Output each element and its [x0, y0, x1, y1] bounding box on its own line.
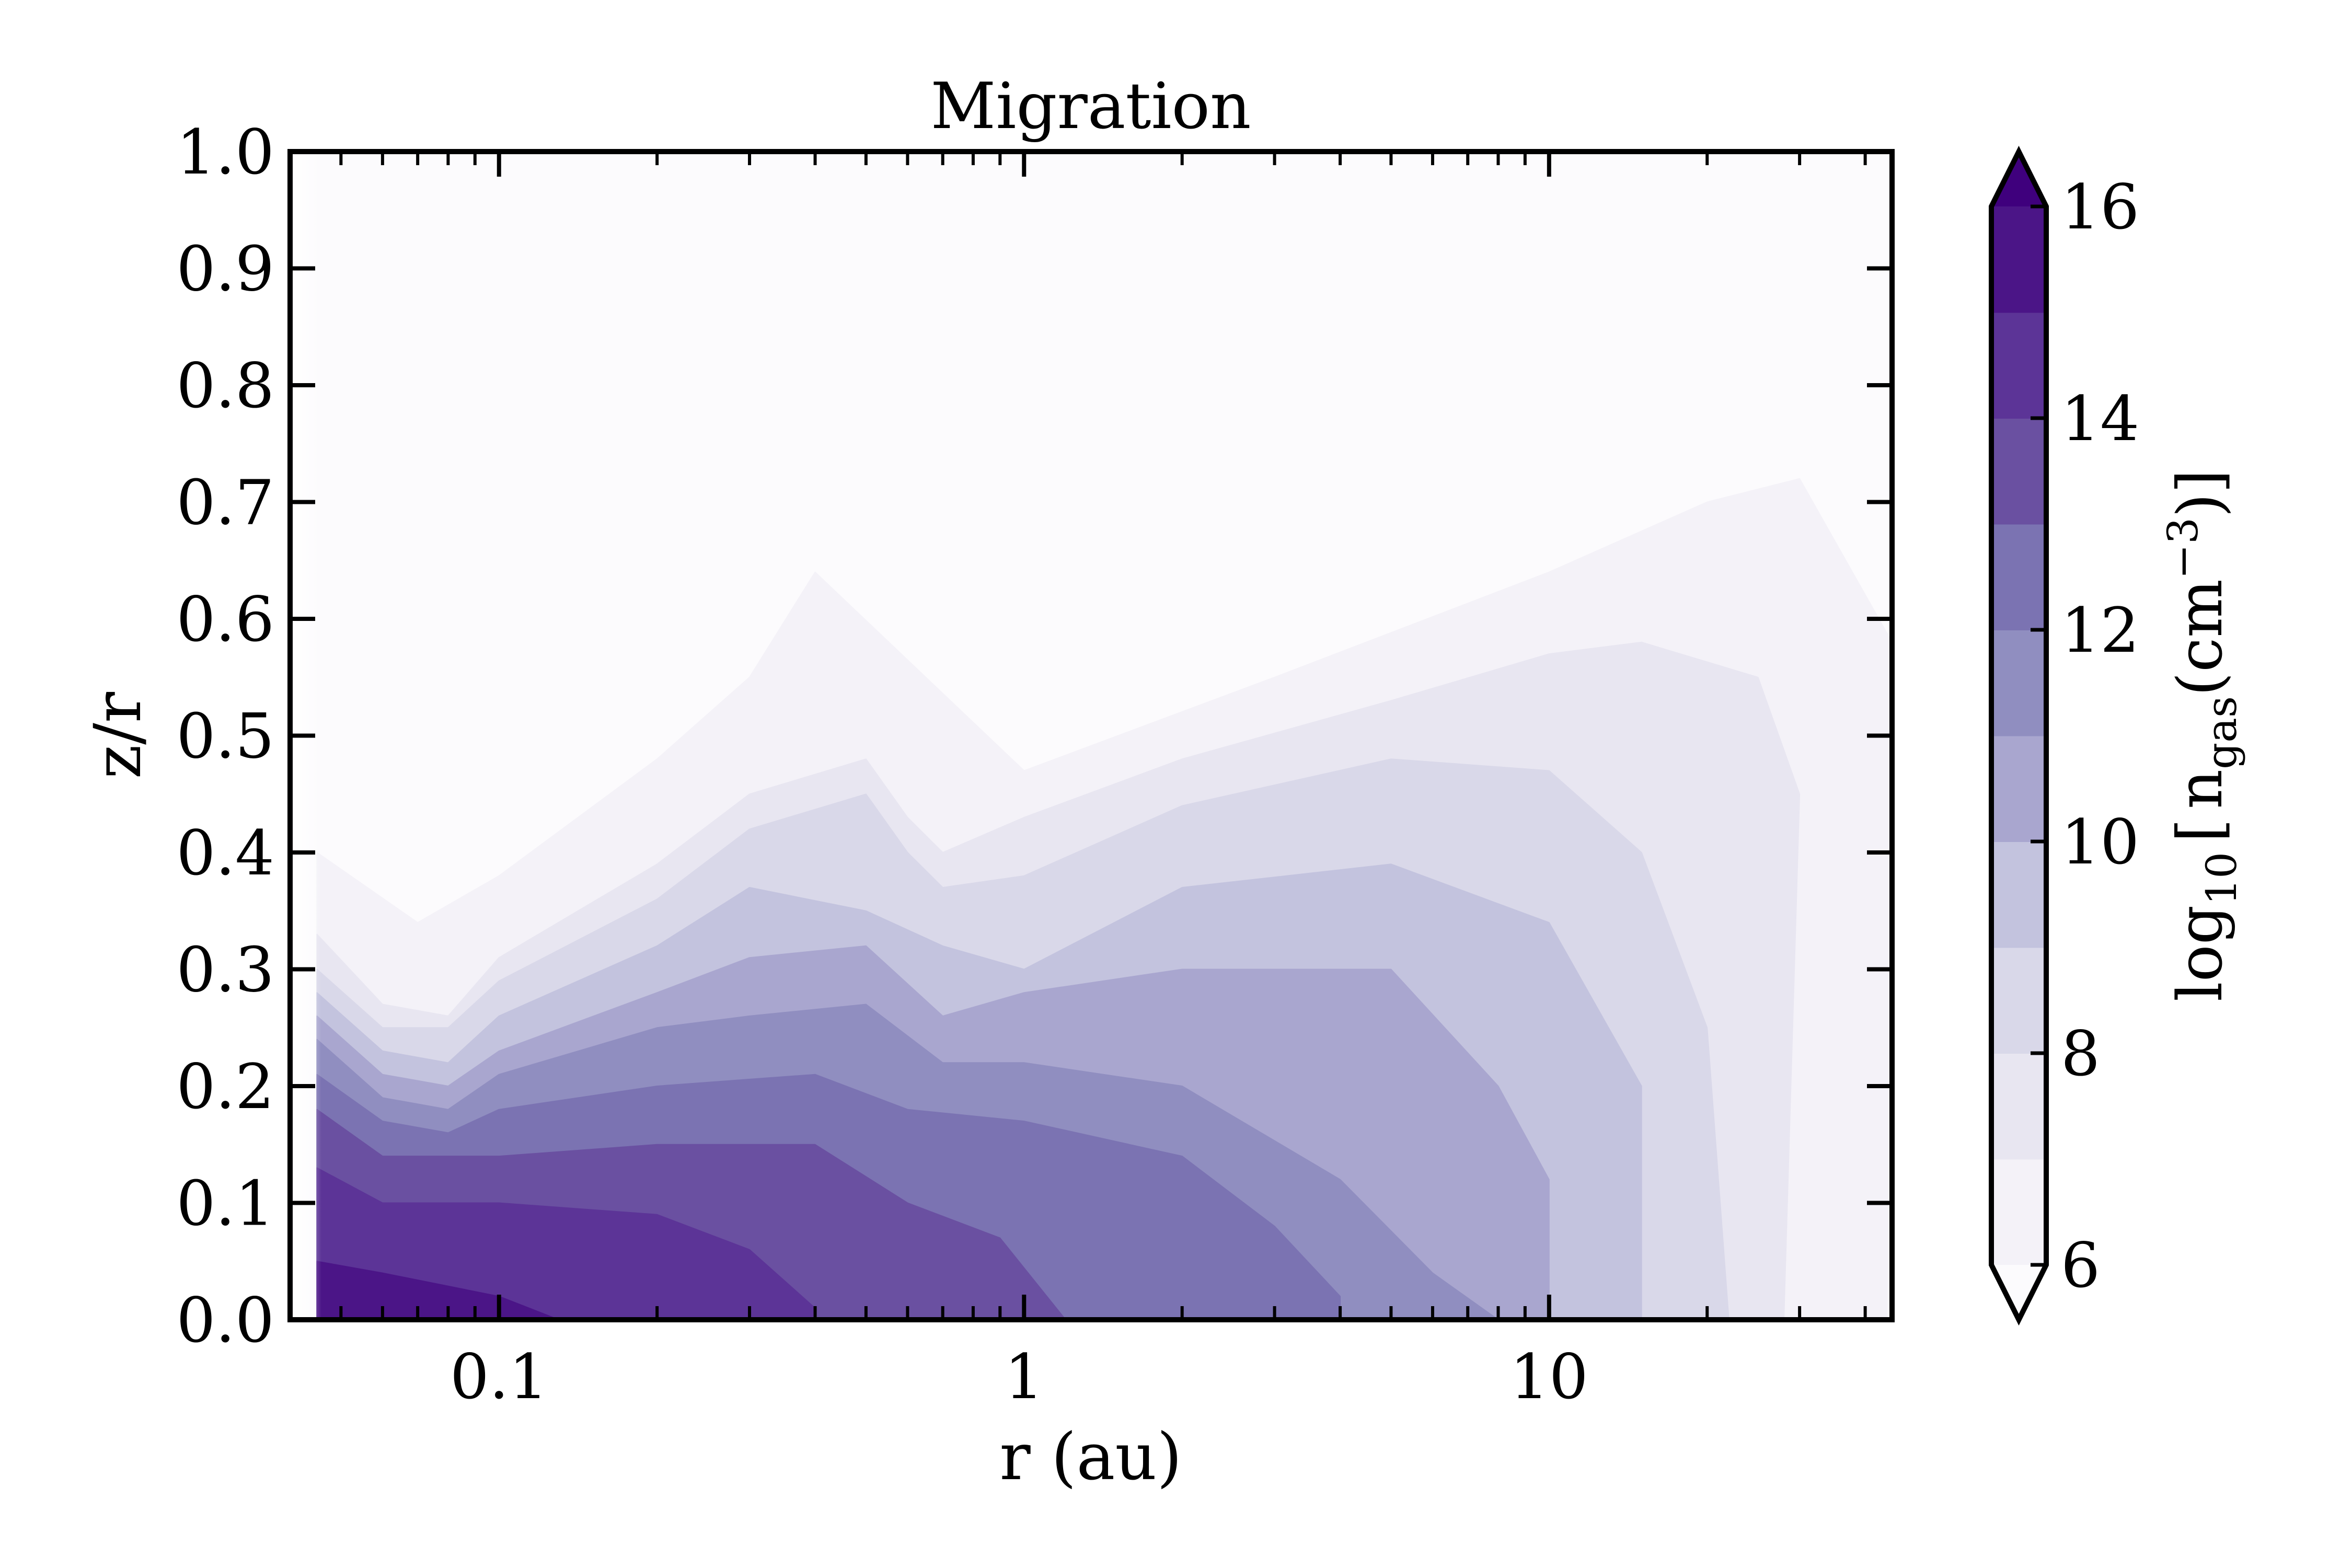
colorbar-tick-label: 12 [2061, 594, 2139, 666]
y-axis-label: z/r [80, 691, 156, 779]
colorbar-tick-label: 16 [2061, 171, 2139, 243]
x-tick-label: 1 [1005, 1341, 1044, 1413]
y-tick-label: 0.2 [176, 1051, 274, 1123]
colorbar-segment [1991, 206, 2046, 313]
x-tick-label: 0.1 [450, 1341, 548, 1413]
cbar-label-sub10: 10 [2197, 852, 2246, 905]
cbar-label-log: log [2164, 905, 2236, 1001]
y-tick-label: 0.8 [176, 350, 274, 422]
colorbar-segments [1991, 152, 2046, 1320]
colorbar-segment [1991, 1159, 2046, 1265]
cbar-label-n: n [2164, 769, 2236, 809]
colorbar-segment [1991, 312, 2046, 419]
y-tick-label: 0.4 [176, 817, 274, 889]
y-tick-label: 1.0 [176, 116, 274, 188]
contour-fill-layer [316, 478, 1892, 1320]
colorbar-tick-label: 8 [2061, 1018, 2100, 1090]
cbar-label-sub-gas: gas [2197, 696, 2246, 769]
colorbar-label: log10 [ ngas(cm−3)] [2159, 469, 2246, 1001]
y-tick-label: 0.7 [176, 467, 274, 539]
cbar-label-bracket: [ [2164, 818, 2236, 843]
y-tick-label: 0.6 [176, 583, 274, 655]
colorbar-segment [1991, 630, 2046, 736]
colorbar-tick-label: 14 [2061, 383, 2139, 455]
colorbar-segment [1991, 947, 2046, 1054]
y-axis-ticks: 0.0 0.1 0.2 0.3 0.4 0.5 0.6 0.7 0.8 0.9 1.0 [176, 116, 1892, 1356]
x-tick-label: 10 [1510, 1341, 1588, 1413]
y-tick-label: 0.0 [176, 1284, 274, 1356]
chart-title: Migration [930, 69, 1251, 143]
colorbar-extend-max [1991, 152, 2046, 206]
plot-area: 0.1 1 10 0.0 0.1 0.2 0.3 0.4 0.5 0.6 0.7 0.8 0.9 1.0 [176, 116, 1895, 1413]
colorbar-extend-min [1991, 1265, 2046, 1320]
colorbar-tick-label: 6 [2061, 1229, 2100, 1301]
cbar-label-unit: (cm [2164, 579, 2236, 696]
x-axis-label: r (au) [999, 1420, 1182, 1495]
y-tick-label: 0.3 [176, 934, 274, 1006]
cbar-label-close: )] [2164, 469, 2236, 517]
colorbar-segment [1991, 418, 2046, 525]
colorbar-outline [1989, 145, 2049, 1326]
colorbar-tick-label: 10 [2061, 806, 2139, 878]
colorbar-segment [1991, 841, 2046, 948]
y-tick-label: 0.5 [176, 700, 274, 773]
colorbar-ticks: 6 8 10 12 14 16 [2031, 171, 2139, 1301]
colorbar-segment [1991, 735, 2046, 842]
colorbar-segment [1991, 524, 2046, 630]
cbar-label-sup: −3 [2159, 517, 2207, 579]
colorbar-segment [1991, 1053, 2046, 1160]
plot-frame [287, 149, 1895, 1322]
y-tick-label: 0.1 [176, 1168, 274, 1240]
y-tick-label: 0.9 [176, 233, 274, 305]
